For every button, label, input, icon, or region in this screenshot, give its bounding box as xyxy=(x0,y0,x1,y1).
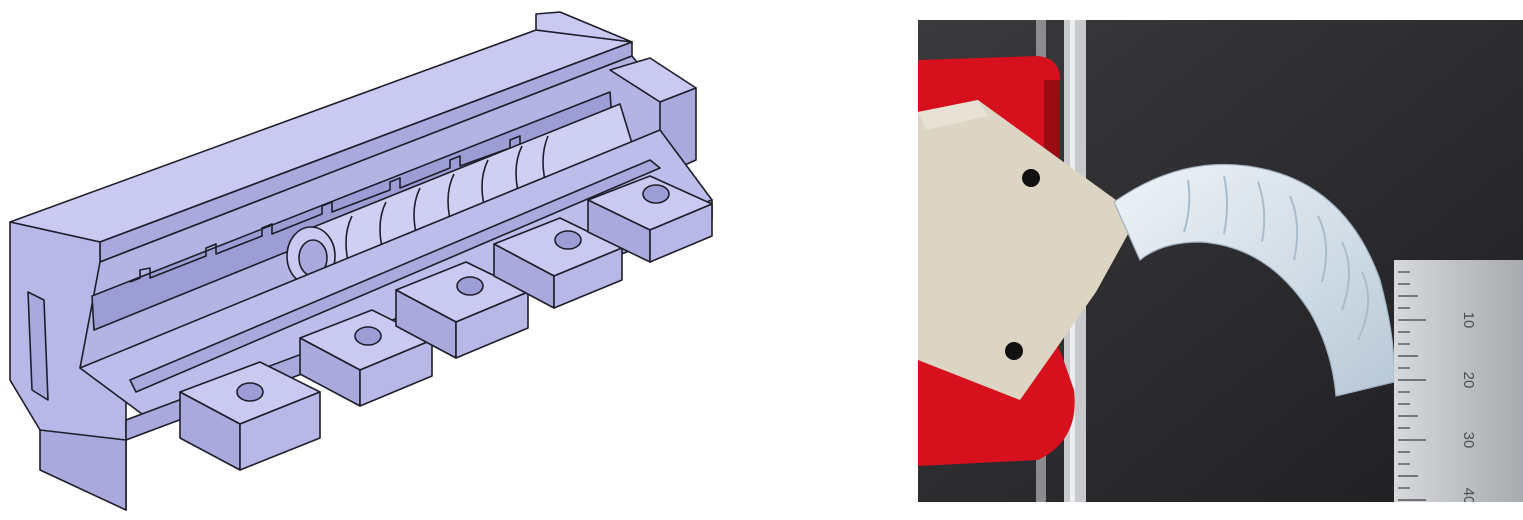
mold-back-wall-step xyxy=(535,11,633,43)
mold-left-slot xyxy=(27,291,49,401)
mold-front-rail xyxy=(129,159,661,393)
holder-screw-1 xyxy=(1022,169,1040,187)
beige-holder xyxy=(918,100,1138,400)
mold-cavity-notches xyxy=(129,125,571,283)
ruler-labels: 10 20 30 40 xyxy=(1460,312,1477,502)
mold-base-front xyxy=(39,429,127,511)
beige-holder-side xyxy=(918,100,988,130)
steel-ruler xyxy=(1394,260,1523,502)
ruler-label-30: 30 xyxy=(1460,432,1477,449)
ruler-ticks xyxy=(1398,271,1426,501)
mounting-tab-1 xyxy=(179,361,321,471)
mounting-tab-5 xyxy=(587,175,713,263)
holder-screw-2 xyxy=(1005,342,1023,360)
actuator-chamber-ribs xyxy=(1183,175,1370,341)
mold-cad-drawing xyxy=(9,11,713,511)
ruler-label-40: 40 xyxy=(1460,488,1477,502)
actuator-photo-drawing: 10 20 30 40 xyxy=(918,20,1523,502)
ruler-label-10: 10 xyxy=(1460,312,1477,329)
mounting-tab-4 xyxy=(493,217,623,309)
actuator-photo-panel: 10 20 30 40 xyxy=(918,20,1523,502)
mold-cad-panel xyxy=(0,0,760,520)
ruler-label-20: 20 xyxy=(1460,372,1477,389)
